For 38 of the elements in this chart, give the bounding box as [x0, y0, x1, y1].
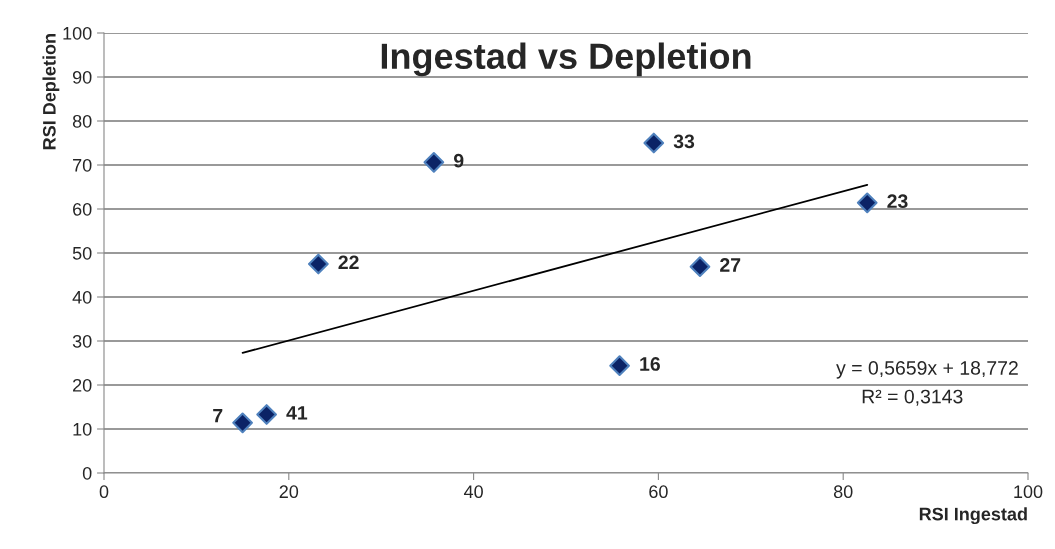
point: [308, 253, 329, 275]
annotation: 27: [720, 258, 741, 272]
annotation: 16: [640, 357, 660, 371]
y-tick-label: 10: [73, 422, 92, 436]
point: [609, 355, 630, 376]
x-axis-title: RSI Ingestad: [919, 507, 1027, 525]
x-tick-label: 40: [463, 485, 483, 499]
y-tick-label: 40: [72, 290, 92, 304]
annotation: 33: [673, 134, 695, 149]
y-tick-label: 0: [82, 466, 92, 480]
point: [232, 412, 253, 434]
annotation: y = 0,5659x + 18,772: [836, 361, 1018, 379]
x-tick-label: 80: [833, 485, 853, 499]
x-tick-label: 100: [1014, 485, 1043, 499]
annotation: 23: [887, 194, 908, 209]
y-tick-label: 30: [72, 334, 92, 348]
annotation: 7: [213, 408, 223, 423]
y-tick-label: 70: [73, 158, 92, 172]
y-tick-label: 90: [72, 70, 92, 84]
annotation: R² = 0,3143: [862, 389, 963, 406]
x-tick-label: 20: [279, 485, 299, 499]
point: [643, 132, 665, 154]
y-tick-label: 80: [72, 114, 92, 128]
point: [423, 152, 445, 173]
point: [689, 256, 711, 277]
y-axis-title: RSI Depletion: [42, 34, 60, 150]
annotation: 22: [338, 255, 359, 270]
chart-title: Ingestad vs Depletion: [381, 42, 751, 77]
point: [256, 404, 277, 425]
x-tick-label: 0: [99, 485, 109, 499]
y-tick-label: 50: [72, 246, 92, 260]
y-tick-label: 20: [73, 378, 92, 392]
annotation: 41: [286, 406, 308, 420]
annotation: 9: [453, 153, 464, 168]
y-tick-label: 60: [73, 202, 92, 216]
point: [856, 192, 878, 214]
x-tick-label: 60: [649, 485, 668, 499]
y-tick-label: 100: [63, 26, 92, 40]
